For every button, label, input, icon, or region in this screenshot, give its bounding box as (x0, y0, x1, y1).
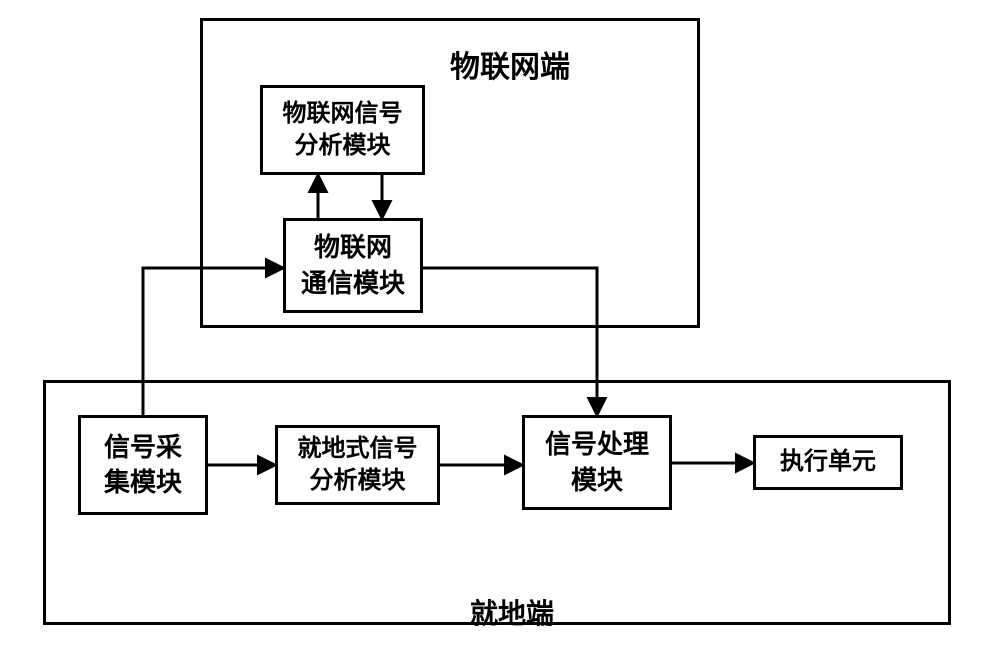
node-iot-comm: 物联网 通信模块 (283, 218, 423, 313)
node-signal-collect-label: 信号采 集模块 (104, 430, 182, 500)
node-local-analysis-label: 就地式信号 分析模块 (298, 433, 418, 498)
node-local-analysis: 就地式信号 分析模块 (275, 425, 440, 505)
node-iot-analysis: 物联网信号 分析模块 (260, 85, 425, 175)
node-iot-analysis-label: 物联网信号 分析模块 (283, 98, 403, 163)
diagram-canvas: 物联网端 就地端 物联网信号 分析模块 物联网 通信模块 信号采 集模块 就地式… (0, 0, 1000, 648)
node-iot-comm-label: 物联网 通信模块 (301, 230, 405, 300)
node-signal-process: 信号处理 模块 (522, 415, 672, 510)
node-exec-unit-label: 执行单元 (780, 446, 876, 478)
iot-container-label: 物联网端 (450, 42, 570, 86)
node-signal-process-label: 信号处理 模块 (545, 427, 649, 497)
node-exec-unit: 执行单元 (753, 435, 903, 490)
local-container-label: 就地端 (470, 592, 554, 632)
node-signal-collect: 信号采 集模块 (78, 415, 208, 515)
